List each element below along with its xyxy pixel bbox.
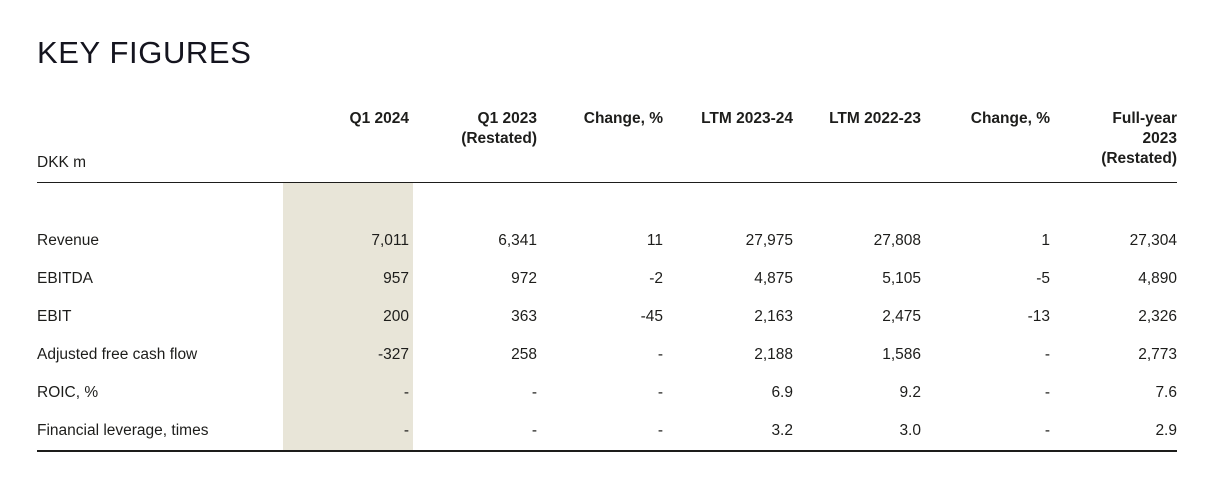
column-header-line: Change, % [970, 110, 1050, 127]
value-cell: 6,341 [498, 232, 537, 249]
key-figures-table: DKK m Q1 2024 Q1 2023 (Restated) Change, % L… [37, 109, 1177, 452]
value-cell: - [657, 422, 663, 439]
highlight-band-cell [413, 183, 537, 222]
value-cell: 200 [283, 298, 413, 336]
highlight-band-cell [921, 183, 1050, 222]
value-cell: 4,890 [1138, 270, 1177, 287]
value-cell: 2,475 [882, 308, 921, 325]
column-header-line: (Restated) [461, 130, 537, 147]
column-header-line: Full-year [1112, 110, 1177, 127]
value-cell: - [657, 346, 663, 363]
value-cell: 9.2 [899, 384, 921, 401]
value-cell: -13 [1027, 308, 1050, 325]
row-label: Financial leverage, times [37, 422, 209, 439]
value-cell: 3.2 [771, 422, 793, 439]
table-row: ROIC, % - - - 6.9 9.2 - 7.6 [37, 374, 1177, 412]
table-body: Revenue 7,011 6,341 11 27,975 27,808 1 27,304 EB… [37, 183, 1177, 452]
value-cell: -45 [640, 308, 663, 325]
value-cell: 27,975 [745, 232, 793, 249]
value-cell: -2 [649, 270, 663, 287]
value-cell: 7.6 [1155, 384, 1177, 401]
value-cell: 11 [646, 232, 663, 249]
column-header-line: Change, % [583, 110, 663, 127]
value-cell: 2,773 [1138, 346, 1177, 363]
value-cell: 5,105 [882, 270, 921, 287]
value-cell: - [1044, 346, 1050, 363]
column-header-6: Full-year 2023 (Restated) [1050, 109, 1177, 169]
column-header-line: Q1 2023 [477, 110, 537, 127]
value-cell: 4,875 [754, 270, 793, 287]
value-cell: -327 [283, 336, 413, 374]
value-cell: 2,163 [754, 308, 793, 325]
table-header-row: DKK m Q1 2024 Q1 2023 (Restated) Change, % L… [37, 109, 1177, 183]
value-cell: 2,326 [1138, 308, 1177, 325]
column-header-line: (Restated) [1101, 150, 1177, 167]
row-label [37, 183, 283, 222]
row-label: EBIT [37, 308, 72, 325]
value-cell: 27,304 [1129, 232, 1177, 249]
value-cell: - [657, 384, 663, 401]
value-cell: 363 [511, 308, 537, 325]
table-row: EBITDA 957 972 -2 4,875 5,105 -5 4,890 [37, 260, 1177, 298]
column-header-3: LTM 2023-24 [663, 109, 793, 129]
value-cell: 972 [511, 270, 537, 287]
highlight-band-cell [793, 183, 921, 222]
value-cell: - [531, 384, 537, 401]
value-cell: - [283, 412, 413, 450]
value-cell: 957 [283, 260, 413, 298]
row-label: Adjusted free cash flow [37, 346, 198, 363]
value-cell: 2,188 [754, 346, 793, 363]
value-cell: 258 [511, 346, 537, 363]
column-header-1: Q1 2023 (Restated) [413, 109, 537, 149]
column-header-line: 2023 [1142, 130, 1177, 147]
table-row: EBIT 200 363 -45 2,163 2,475 -13 2,326 [37, 298, 1177, 336]
row-label: Revenue [37, 232, 100, 249]
table-row: Financial leverage, times - - - 3.2 3.0 - 2.9 [37, 412, 1177, 450]
value-cell: - [531, 422, 537, 439]
value-cell: -5 [1036, 270, 1050, 287]
column-header-4: LTM 2022-23 [793, 109, 921, 129]
spacer-row [37, 183, 1177, 222]
value-cell: 1 [1041, 232, 1050, 249]
column-header-0: Q1 2024 [283, 109, 413, 129]
row-label: EBITDA [37, 270, 93, 287]
value-cell: - [1044, 384, 1050, 401]
value-cell: 3.0 [899, 422, 921, 439]
column-header-line: LTM 2023-24 [701, 110, 793, 127]
column-header-5: Change, % [921, 109, 1050, 129]
table-row: Revenue 7,011 6,341 11 27,975 27,808 1 27,304 [37, 222, 1177, 260]
value-cell: 7,011 [283, 222, 413, 260]
column-header-line: Q1 2024 [349, 110, 409, 127]
table-row: Adjusted free cash flow -327 258 - 2,188 1,58… [37, 336, 1177, 374]
page-title: KEY FIGURES [37, 35, 252, 70]
highlight-band-cell [537, 183, 663, 222]
value-cell: 6.9 [771, 384, 793, 401]
value-cell: 1,586 [882, 346, 921, 363]
row-label: ROIC, % [37, 384, 99, 401]
value-cell: - [283, 374, 413, 412]
value-cell: 2.9 [1155, 422, 1177, 439]
highlight-band-cell [1050, 183, 1177, 222]
value-cell: - [1044, 422, 1050, 439]
highlight-band-cell [663, 183, 793, 222]
highlight-band-cell [283, 183, 413, 222]
unit-label: DKK m [37, 154, 87, 171]
column-header-2: Change, % [537, 109, 663, 129]
column-header-line: LTM 2022-23 [829, 110, 921, 127]
value-cell: 27,808 [873, 232, 921, 249]
